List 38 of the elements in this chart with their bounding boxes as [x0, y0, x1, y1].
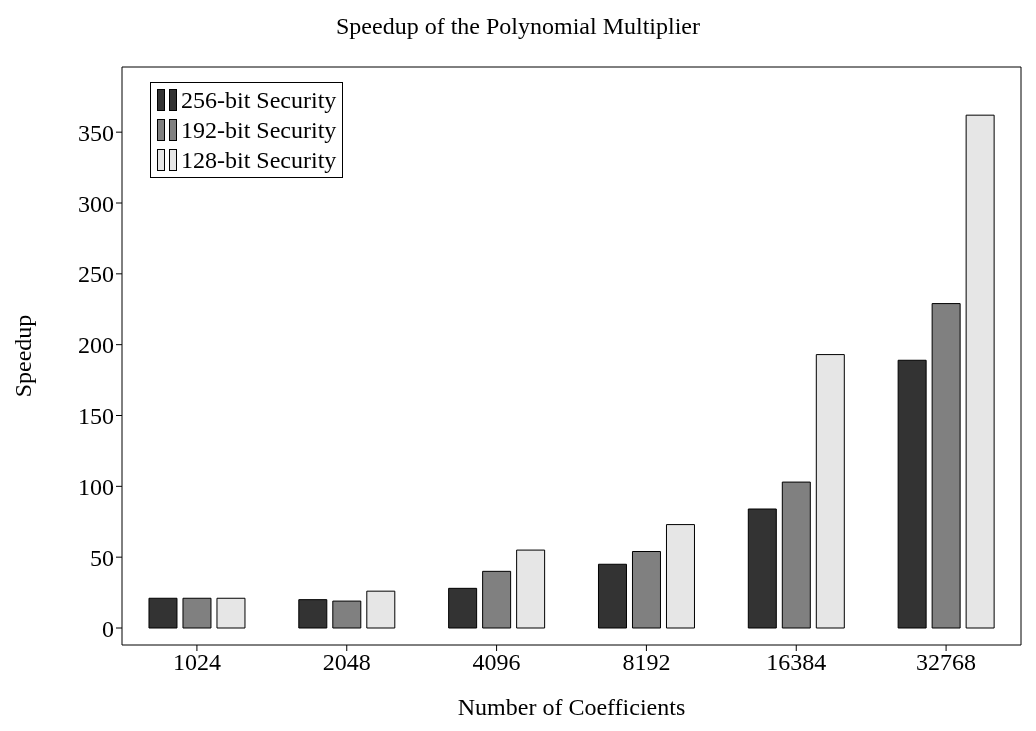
x-tick-label: 8192: [622, 649, 671, 676]
bar: [965, 114, 995, 629]
y-tick-label: 150: [78, 403, 114, 430]
bar: [216, 597, 246, 629]
legend-label: 128-bit Security: [181, 146, 337, 175]
bar: [366, 590, 396, 629]
bar: [298, 599, 328, 629]
bar: [332, 600, 362, 629]
x-tick-label: 16384: [766, 649, 827, 676]
x-tick-label: 32768: [916, 649, 977, 676]
bar: [482, 570, 512, 629]
chart-title: Speedup of the Polynomial Multiplier: [335, 12, 701, 41]
y-axis-title: Speedup: [9, 314, 36, 398]
bar: [148, 597, 178, 629]
x-tick-label: 4096: [472, 649, 521, 676]
bar: [815, 354, 845, 629]
bar: [516, 549, 546, 629]
y-tick-label: 250: [78, 261, 114, 288]
legend-label: 256-bit Security: [181, 86, 337, 115]
bar: [897, 359, 927, 629]
x-tick-label: 1024: [172, 649, 221, 676]
y-tick-label: 50: [90, 544, 114, 571]
bar: [631, 551, 661, 629]
y-tick-label: 200: [78, 332, 114, 359]
y-tick-label: 100: [78, 473, 114, 500]
bar: [747, 508, 777, 629]
x-axis-title: Number of Coefficients: [457, 694, 686, 720]
bar: [448, 587, 478, 629]
bar: [781, 481, 811, 629]
x-tick-label: 2048: [322, 649, 371, 676]
y-tick-label: 300: [78, 190, 114, 217]
y-tick-label: 0: [102, 615, 114, 642]
bar: [597, 563, 627, 629]
bar: [665, 524, 695, 629]
bar: [931, 303, 961, 629]
y-tick-label: 350: [78, 119, 114, 146]
bar: [182, 597, 212, 629]
legend-label: 192-bit Security: [181, 116, 337, 145]
